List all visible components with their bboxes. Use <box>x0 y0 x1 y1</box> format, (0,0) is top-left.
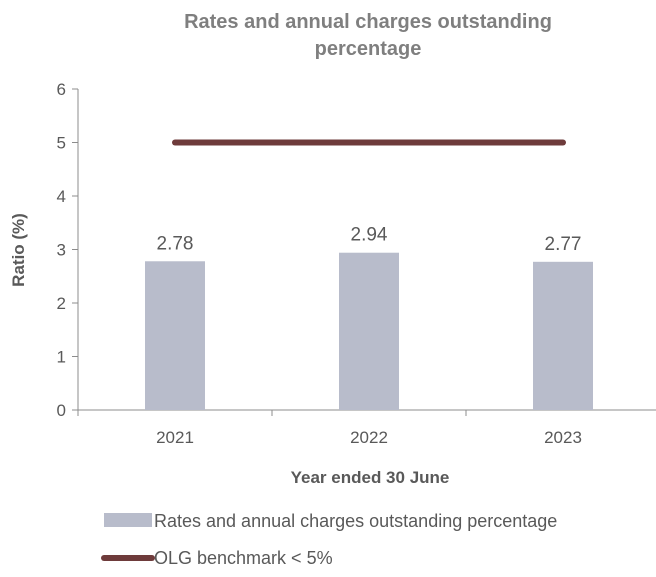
bar-2023 <box>533 261 593 410</box>
x-tick-label-2022: 2022 <box>350 428 388 447</box>
y-axis-label: Ratio (%) <box>9 213 28 287</box>
y-tick-label: 6 <box>57 80 66 99</box>
y-tick-label: 4 <box>57 187 66 206</box>
x-axis-label: Year ended 30 June <box>291 468 450 487</box>
y-tick-label: 3 <box>57 241 66 260</box>
y-tick-label: 5 <box>57 134 66 153</box>
legend-label-line: OLG benchmark < 5% <box>154 548 333 568</box>
data-label-2023: 2.77 <box>545 234 582 255</box>
legend: Rates and annual charges outstanding per… <box>101 511 557 568</box>
legend-label-bar: Rates and annual charges outstanding per… <box>154 511 557 531</box>
data-label-2021: 2.78 <box>157 233 194 254</box>
y-tick-label: 2 <box>57 294 66 313</box>
bar-2021 <box>145 261 205 410</box>
chart-title-line-2: percentage <box>315 38 422 60</box>
plot-area: 0 1 2 3 4 5 6 2.78 2021 2.94 2022 2.77 2023 <box>57 80 656 447</box>
y-tick-label: 0 <box>57 401 66 420</box>
data-label-2022: 2.94 <box>351 225 388 246</box>
bar-2022 <box>339 252 399 410</box>
chart-title-line-1: Rates and annual charges outstanding <box>184 11 552 33</box>
x-tick-label-2021: 2021 <box>156 428 194 447</box>
x-tick-label-2023: 2023 <box>544 428 582 447</box>
y-tick-label: 1 <box>57 348 66 367</box>
legend-swatch-bar <box>104 513 152 527</box>
